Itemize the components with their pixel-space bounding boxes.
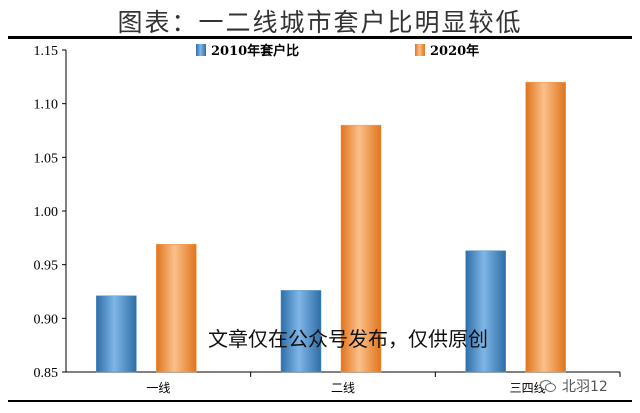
bars [96,81,566,373]
wechat-badge: 北羽12 [540,375,610,397]
wechat-name: 北羽12 [560,376,610,396]
y-tick-label: 1.10 [34,98,59,113]
legend: 2010年套户比 2020年 [196,43,479,59]
y-tick-label: 0.95 [34,259,59,274]
legend-swatch-1 [196,44,206,56]
watermark-text: 文章仅在公众号发布，仅供原创 [208,327,488,351]
bar-series1-2 [465,250,506,373]
bar-series2-2 [525,81,566,373]
bar-series1-0 [96,295,137,373]
y-tick-label: 0.90 [34,312,59,327]
x-category-label: 二线 [331,381,355,395]
bar-series2-1 [340,124,382,373]
bar-series1-1 [280,290,322,373]
x-category-label: 一线 [146,381,170,395]
legend-swatch-2 [415,44,425,56]
y-tick-label: 1.15 [34,44,59,59]
bottom-rule [8,400,632,402]
legend-label-1: 2010年套户比 [211,43,299,59]
bar-series2-0 [156,244,197,373]
y-tick-label: 1.00 [34,205,59,220]
x-category-label: 三四线 [510,381,546,395]
title-rule [8,36,632,39]
chart-title: 图表：一二线城市套户比明显较低 [117,8,523,37]
y-tick-label: 0.85 [34,366,59,381]
legend-label-2: 2020年 [430,43,479,59]
wechat-icon [540,379,556,393]
y-tick-label: 1.05 [34,151,59,166]
